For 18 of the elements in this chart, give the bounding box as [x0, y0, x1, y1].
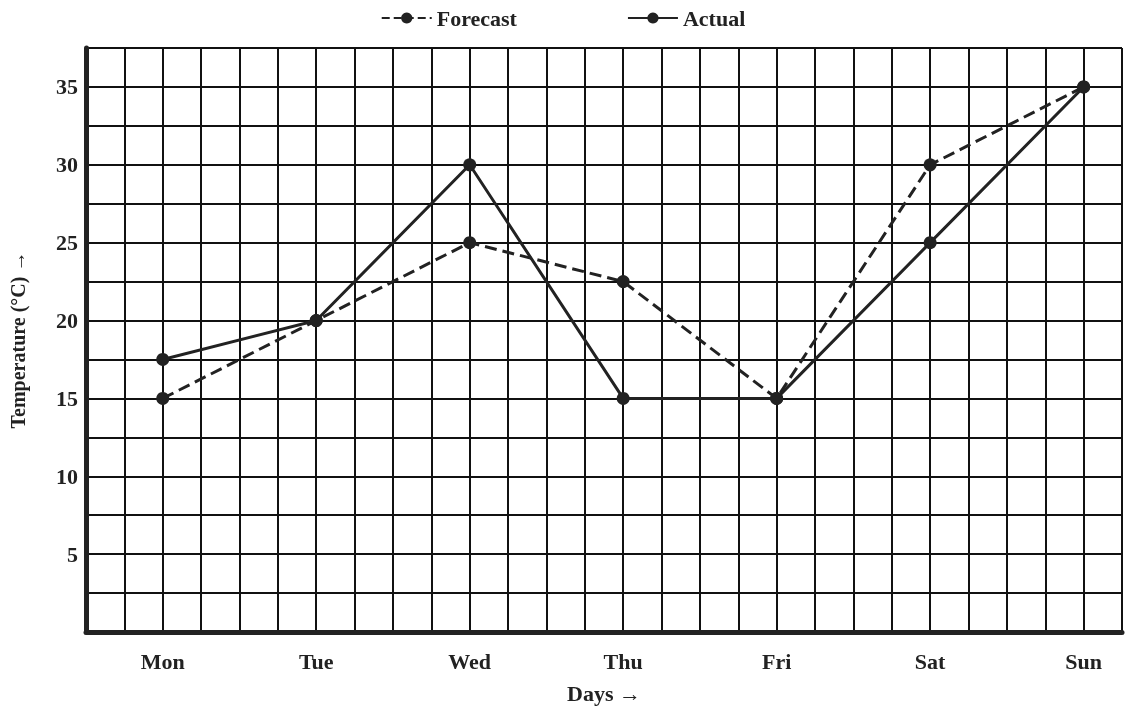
x-tick-label: Thu — [603, 648, 643, 674]
y-tick-label: 15 — [56, 385, 78, 411]
x-tick-label: Wed — [448, 648, 492, 674]
legend-label: Forecast — [436, 5, 518, 31]
y-tick-label: 10 — [56, 463, 78, 489]
y-tick-label: 25 — [56, 230, 78, 256]
x-tick-label: Tue — [298, 648, 334, 674]
y-tick-label: 5 — [67, 541, 78, 567]
x-tick-label: Fri — [762, 648, 792, 674]
x-tick-label: Mon — [140, 648, 185, 674]
x-tick-label: Sun — [1065, 648, 1102, 674]
y-tick-label: 30 — [56, 152, 78, 178]
x-tick-label: Sat — [914, 648, 947, 674]
y-tick-label: 35 — [56, 74, 78, 100]
x-axis-title: Days → — [567, 680, 641, 706]
y-tick-label: 20 — [56, 308, 78, 334]
legend-label: Actual — [682, 5, 746, 31]
y-axis-title: Temperature (°C) → — [7, 251, 30, 429]
